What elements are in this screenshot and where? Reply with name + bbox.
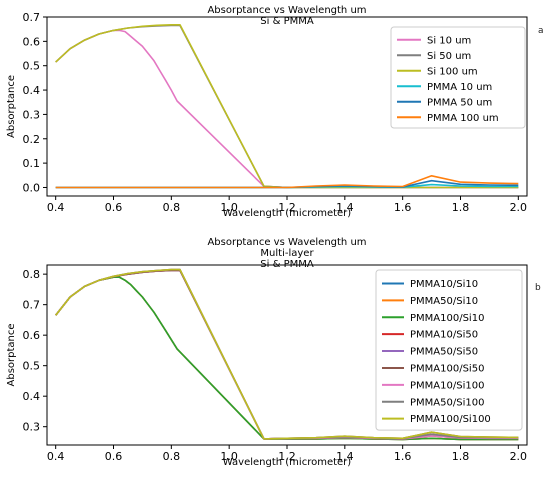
x-tick-label: 0.4 [47,450,65,463]
legend-label-pmma50-si50: PMMA50/Si50 [410,347,478,358]
series-group [55,23,519,189]
x-tick-label: 1.2 [278,201,296,214]
x-axis-label: Wavelength (micrometer) [223,457,352,468]
legend: PMMA10/Si10 PMMA50/Si10 PMMA100/Si10 PMMA10… [375,269,523,431]
y-tick-label: 0.7 [23,299,41,312]
legend-label-pmma100-si10: PMMA100/Si10 [410,313,484,324]
y-tick-label: 0.6 [23,329,41,342]
panel-label: a [538,26,544,36]
x-tick-label: 1.6 [394,450,412,463]
legend-box [375,269,523,431]
legend-label-pmma-50-um: PMMA 50 um [427,97,492,108]
x-tick-label: 0.6 [105,450,123,463]
x-tick-label: 1.4 [336,450,354,463]
y-axis-label: Absorptance [6,75,17,138]
y-tick-label: 0.7 [23,11,41,24]
x-axis-label: Wavelength (micrometer) [223,208,352,219]
y-tick-label: 0.1 [23,157,41,170]
legend-label-si-100-um: Si 100 um [427,66,478,77]
x-tick-label: 1.8 [452,201,470,214]
legend-label-pmma50-si100: PMMA50/Si100 [410,397,484,408]
legend-label-si-10-um: Si 10 um [427,35,471,46]
x-tick-label: 0.6 [105,201,123,214]
y-tick-label: 0.6 [23,35,41,48]
x-tick-label: 2.0 [510,201,528,214]
chart-panel-b: Absorptance vs Wavelength umMulti-layerS… [6,237,541,468]
legend-label-pmma10-si100: PMMA10/Si100 [410,380,484,391]
chart-title-line: Absorptance vs Wavelength um [207,5,366,16]
legend-label-pmma10-si50: PMMA10/Si50 [410,330,478,341]
x-tick-label: 2.0 [510,450,528,463]
x-tick-label: 0.8 [163,201,181,214]
series-line-si-100-um [55,23,519,189]
series-line-pmma-50-um [55,179,519,189]
x-tick-label: 0.4 [47,201,65,214]
legend: Si 10 um Si 50 um Si 100 um PMMA 10 um PMMA … [390,26,526,129]
y-tick-label: 0.3 [23,108,41,121]
chart-title-line: Multi-layer [260,248,314,259]
legend-label-si-50-um: Si 50 um [427,51,471,62]
x-tick-label: 1.6 [394,201,412,214]
chart-title-line: Si & PMMA [260,16,314,27]
y-tick-label: 0.2 [23,133,41,146]
panel-label: b [535,283,541,293]
y-axis-label: Absorptance [6,323,17,386]
y-tick-label: 0.5 [23,360,41,373]
x-tick-label: 1.0 [220,201,238,214]
legend-label-pmma100-si50: PMMA100/Si50 [410,363,484,374]
y-tick-label: 0.0 [23,181,41,194]
chart-title-line: Absorptance vs Wavelength um [207,237,366,248]
y-tick-label: 0.4 [23,84,41,97]
x-tick-label: 1.4 [336,201,354,214]
legend-label-pmma50-si10: PMMA50/Si10 [410,296,478,307]
x-tick-label: 1.8 [452,450,470,463]
y-tick-label: 0.5 [23,60,41,73]
legend-box [390,26,526,129]
y-tick-label: 0.3 [23,421,41,434]
legend-label-pmma100-si100: PMMA100/Si100 [410,414,491,425]
legend-label-pmma10-si10: PMMA10/Si10 [410,279,478,290]
legend-label-pmma-10-um: PMMA 10 um [427,82,492,93]
x-tick-label: 0.8 [163,450,181,463]
x-tick-label: 1.2 [278,450,296,463]
y-tick-label: 0.4 [23,390,41,403]
series-line-pmma-100-um [55,175,519,189]
y-tick-label: 0.8 [23,268,41,281]
series-line-pmma100-si100 [55,268,519,440]
series-group [55,268,519,441]
x-tick-label: 1.0 [220,450,238,463]
legend-label-pmma-100-um: PMMA 100 um [427,113,499,124]
